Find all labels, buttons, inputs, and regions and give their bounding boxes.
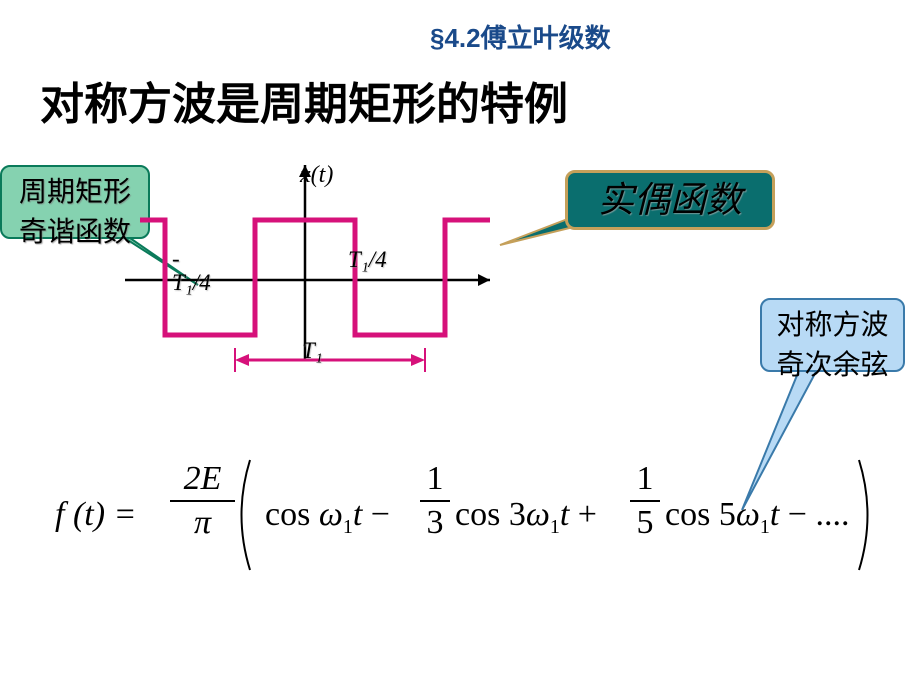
eq-cos5: cos 5ω1t − .... — [665, 496, 849, 539]
eq-cos1: cos ω1t − — [265, 496, 390, 539]
callout-teal-text: 实偶函数 — [598, 180, 742, 220]
callout-blue-line1: 对称方波 — [776, 310, 888, 341]
eq-ft: f (t) = — [55, 496, 136, 534]
eq-13-num: 1 — [420, 460, 450, 498]
t1-label: T₁ — [302, 338, 323, 364]
eq-15-num: 1 — [630, 460, 660, 498]
eq-2e-num: 2E — [170, 460, 235, 498]
neg-t14-b: T₁/4 — [172, 270, 211, 295]
callout-symmetric-square: 对称方波 奇次余弦 — [760, 298, 905, 372]
eq-cos3: cos 3ω1t + — [455, 496, 597, 539]
page-title: 对称方波是周期矩形的特例 — [40, 68, 568, 132]
fourier-equation: f (t) = 2E π cos ω1t − 1 3 cos 3ω1t + 1 … — [55, 450, 875, 580]
callout-blue-line2: 奇次余弦 — [776, 350, 888, 381]
neg-t14-label: - T₁/4 — [172, 247, 211, 295]
callout-real-even: 实偶函数 — [565, 170, 775, 230]
eq-15-den: 5 — [630, 504, 660, 542]
neg-t14-a: - — [172, 246, 180, 271]
eq-2e-den: π — [170, 504, 235, 542]
xt-label: x(t) — [300, 162, 333, 189]
pos-t14-label: T₁/4 — [348, 247, 387, 273]
section-header: §4.2傅立叶级数 — [430, 18, 611, 55]
eq-13-den: 3 — [420, 504, 450, 542]
